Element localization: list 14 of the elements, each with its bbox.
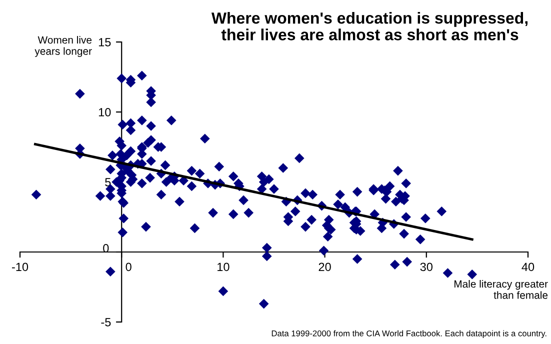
text: Data 1999-2000 from the CIA World Factbook. Each datapoint is a country. — [272, 330, 546, 338]
x-axis-title: Male literacy greater than female — [454, 280, 548, 299]
x-tick-label: 20 — [318, 262, 331, 272]
y-axis-title: Women live years longer — [34, 36, 92, 57]
chart-title: Where women's education is suppressed, their lives are almost as short as men's — [211, 12, 528, 40]
x-tick-label: 0 — [126, 262, 132, 272]
x-tick-label: -10 — [12, 262, 28, 272]
x-tick-label: 40 — [522, 262, 534, 272]
y-tick-label: -5 — [101, 318, 111, 326]
x-tick-label: 30 — [420, 262, 433, 272]
y-tick-label: 5 — [105, 178, 111, 186]
x-tick-label: 10 — [218, 262, 230, 272]
y-tick-label: 10 — [98, 108, 111, 116]
y-tick-label: 15 — [98, 38, 111, 46]
